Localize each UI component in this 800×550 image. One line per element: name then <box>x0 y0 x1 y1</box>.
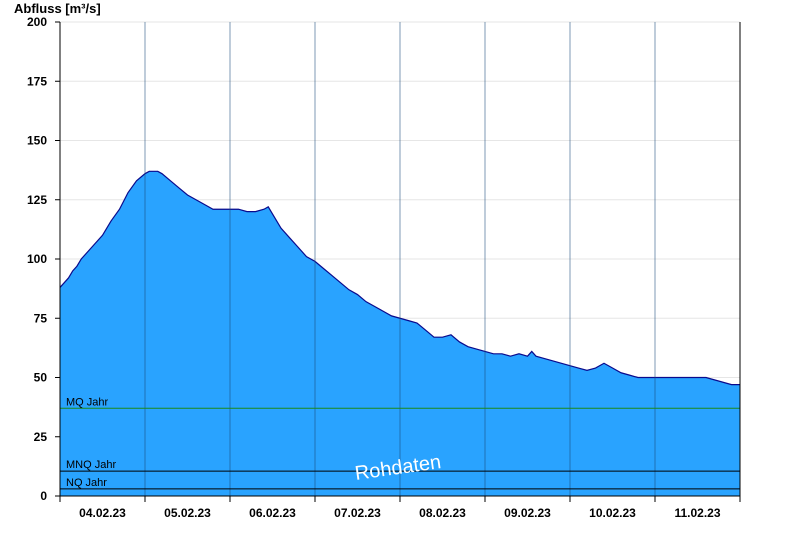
x-tick-label-1: 05.02.23 <box>164 506 211 520</box>
x-tick-label-4: 08.02.23 <box>419 506 466 520</box>
reference-label-2: NQ Jahr <box>66 477 107 489</box>
y-tick-label-75: 75 <box>34 311 48 325</box>
x-tick-label-5: 09.02.23 <box>504 506 551 520</box>
x-tick-label-2: 06.02.23 <box>249 506 296 520</box>
y-axis-ticks: 0 25 50 75 100 125 150 175 200 <box>27 15 60 503</box>
reference-label-1: MNQ Jahr <box>66 459 116 471</box>
y-tick-label-25: 25 <box>34 430 48 444</box>
y-axis-title: Abfluss [m³/s] <box>14 1 101 16</box>
y-tick-label-150: 150 <box>27 134 47 148</box>
x-tick-label-3: 07.02.23 <box>334 506 381 520</box>
y-tick-label-175: 175 <box>27 74 47 88</box>
y-tick-label-50: 50 <box>34 371 48 385</box>
reference-label-0: MQ Jahr <box>66 396 109 408</box>
y-tick-label-0: 0 <box>40 489 47 503</box>
x-axis-ticks: 04.02.23 05.02.23 06.02.23 07.02.23 08.02.23… <box>59 496 741 520</box>
reference-lines: MQ Jahr MNQ Jahr NQ Jahr <box>60 396 740 490</box>
y-tick-label-200: 200 <box>27 15 47 29</box>
y-tick-label-125: 125 <box>27 193 47 207</box>
day-separator-lines <box>144 22 656 496</box>
x-tick-label-6: 10.02.23 <box>589 506 636 520</box>
x-tick-label-7: 11.02.23 <box>674 506 720 520</box>
y-tick-label-100: 100 <box>27 252 47 266</box>
x-tick-label-0: 04.02.23 <box>79 506 126 520</box>
